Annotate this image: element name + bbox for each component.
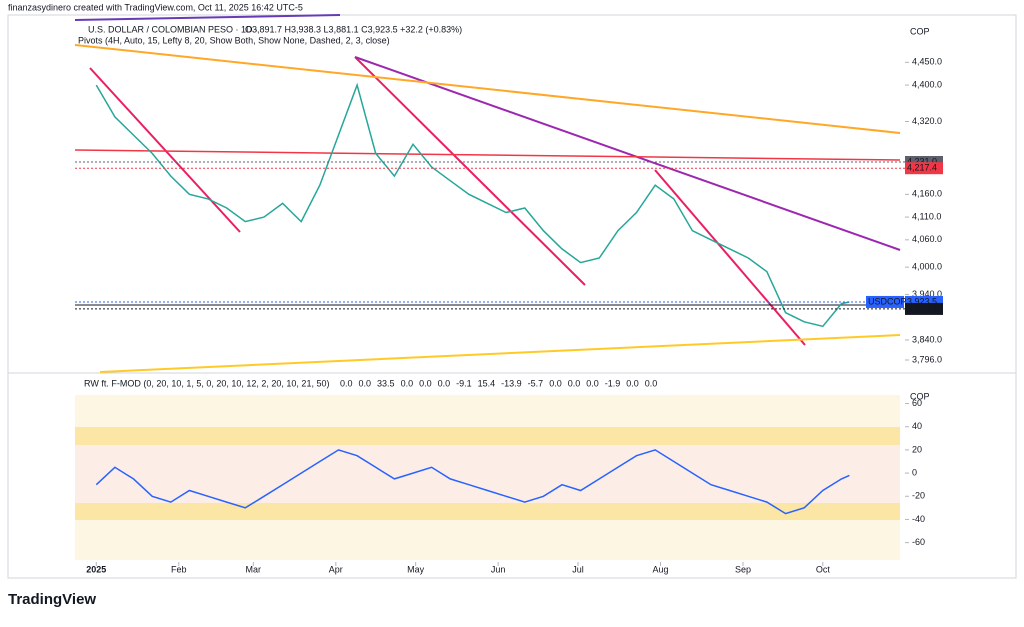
osc-readout: 15.4 (478, 378, 496, 388)
price-tag-label: 3,923.5 (907, 296, 937, 306)
price-tag-label: 4,217.4 (907, 163, 937, 173)
trendline (89, 67, 241, 233)
y-tick-label: 4,400.0 (912, 79, 942, 89)
trendline (354, 56, 901, 251)
osc-readout: -13.9 (501, 378, 522, 388)
x-tick-label: May (407, 564, 425, 574)
y-tick-label: -40 (912, 514, 925, 524)
osc-readout: 0.0 (549, 378, 562, 388)
y-tick-label: 60 (912, 398, 922, 408)
osc-readout: 0.0 (626, 378, 639, 388)
chart-title: U.S. DOLLAR / COLOMBIAN PESO · 1D · (88, 24, 258, 34)
trendline (99, 334, 901, 373)
osc-readout: 0.0 (401, 378, 414, 388)
y-tick-label: 4,160.0 (912, 189, 942, 199)
x-tick-label: Mar (246, 564, 262, 574)
osc-readout: -5.7 (528, 378, 544, 388)
brand: TradingView (8, 591, 96, 608)
y-tick-label: 3,840.0 (912, 334, 942, 344)
level-line (74, 149, 901, 161)
osc-readout: 0.0 (419, 378, 432, 388)
price-tag-label: 4,231.0 (907, 156, 937, 166)
trendline (354, 56, 586, 286)
osc-band (75, 427, 900, 445)
y-tick-label: -60 (912, 537, 925, 547)
y-tick-label: 4,320.0 (912, 116, 942, 126)
price-tag (905, 162, 943, 175)
osc-readout: 0.0 (340, 378, 353, 388)
osc-title: RW ft. F-MOD (0, 20, 10, 1, 5, 0, 20, 10… (84, 378, 329, 388)
osc-band (75, 503, 900, 520)
osc-readout: 0.0 (359, 378, 372, 388)
x-tick-label: Apr (329, 564, 343, 574)
osc-readout: -1.9 (605, 378, 621, 388)
price-tag-label: 3,908.2 (907, 303, 937, 313)
y-tick-label: 3,796.0 (912, 354, 942, 364)
y-tick-label: 0 (912, 467, 917, 477)
x-tick-label: 2025 (86, 564, 106, 574)
trendline (654, 169, 806, 346)
price-line (95, 82, 850, 328)
symbol-tag (866, 295, 904, 308)
x-tick-label: Aug (652, 564, 668, 574)
y-tick-label: 20 (912, 444, 922, 454)
osc-readout: 0.0 (438, 378, 451, 388)
x-tick-label: Jun (491, 564, 506, 574)
osc-readout: 33.5 (377, 378, 395, 388)
osc-line (95, 449, 850, 515)
y-tick-label: 4,450.0 (912, 57, 942, 67)
y-tick-label: 40 (912, 421, 922, 431)
y-tick-label: 4,060.0 (912, 234, 942, 244)
osc-readout: 0.0 (568, 378, 581, 388)
osc-band (75, 445, 900, 503)
osc-readout: -9.1 (456, 378, 472, 388)
x-tick-label: Feb (171, 564, 187, 574)
y-tick-label: 3,940.0 (912, 289, 942, 299)
price-tag (905, 302, 943, 315)
y-tick-label: 4,110.0 (912, 211, 941, 221)
symbol-tag-label: USDCOP (868, 296, 907, 306)
credit: finanzasydinero created with TradingView… (8, 2, 303, 12)
currency: COP (910, 26, 930, 36)
currency: COP (910, 391, 930, 401)
osc-readout: 0.0 (586, 378, 599, 388)
trendline (74, 14, 341, 21)
osc-readout: 0.0 (645, 378, 658, 388)
x-tick-label: Oct (816, 564, 831, 574)
y-tick-label: -20 (912, 491, 925, 501)
trendline (74, 44, 901, 134)
x-tick-label: Jul (572, 564, 584, 574)
frame (7, 14, 1017, 579)
indicator-legend: Pivots (4H, Auto, 15, Lefty 8, 20, Show … (78, 35, 390, 45)
y-tick-label: 4,000.0 (912, 262, 942, 272)
x-tick-label: Sep (735, 564, 751, 574)
ohlc: O3,891.7 H3,938.3 L3,881.1 C3,923.5 +32.… (245, 24, 462, 34)
